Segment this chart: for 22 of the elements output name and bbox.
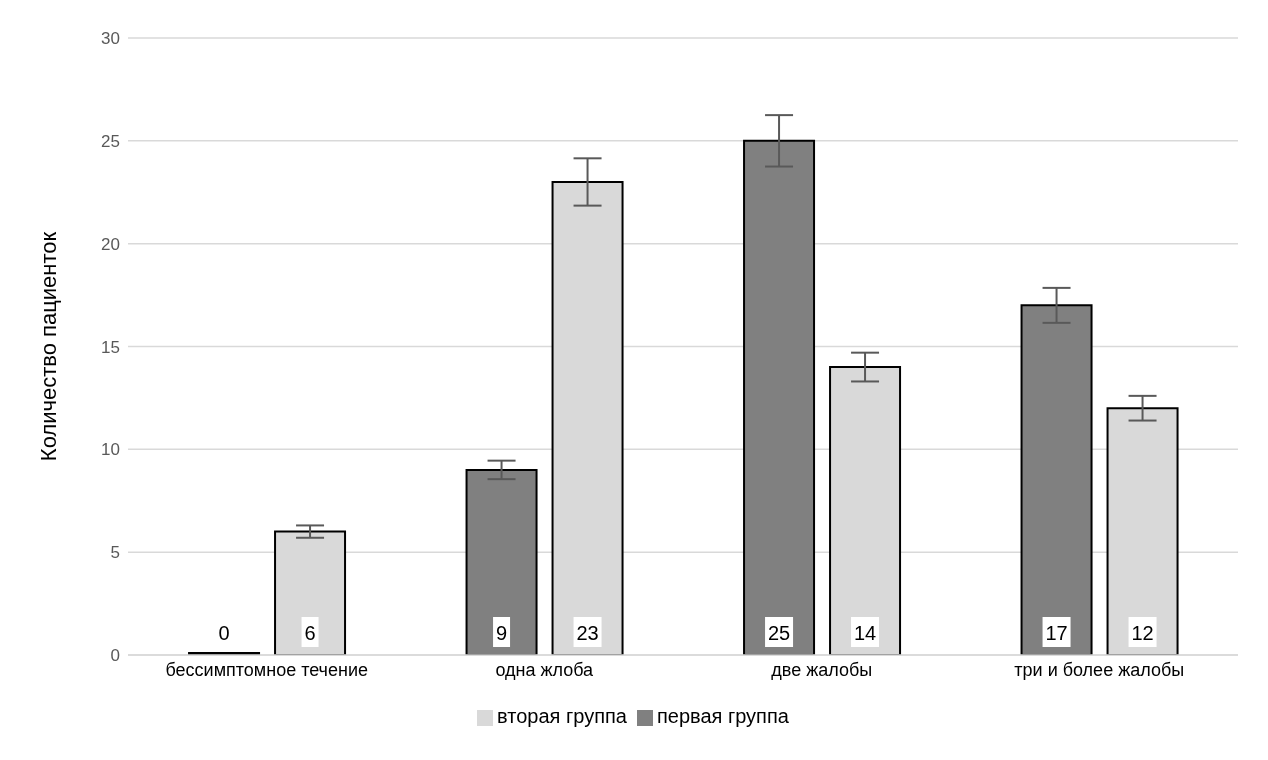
y-tick-label: 25 [101,131,120,151]
y-axis-title: Количество пациенток [35,231,61,462]
x-tick-label: одна жлоба [495,659,595,680]
y-tick-label: 5 [110,543,120,563]
data-label: 0 [218,622,230,644]
data-label: 6 [304,622,316,644]
y-tick-label: 0 [110,646,120,666]
x-tick-label: три и более жалобы [1014,659,1185,680]
x-tick-label: бессимптомное течение [165,659,369,680]
y-tick-label: 20 [101,234,120,254]
legend-label: первая группа [656,705,789,727]
data-label: 25 [767,622,791,644]
x-tick-label: две жалобы [771,659,873,680]
y-tick-label: 30 [101,29,120,49]
data-label: 17 [1045,622,1068,644]
data-label: 12 [1131,622,1154,644]
data-label: 14 [853,622,877,644]
y-tick-label: 15 [101,337,120,357]
y-tick-label: 10 [101,440,120,460]
data-label: 23 [576,622,599,644]
data-label: 9 [495,622,508,644]
legend-label: вторая группа [497,705,627,727]
